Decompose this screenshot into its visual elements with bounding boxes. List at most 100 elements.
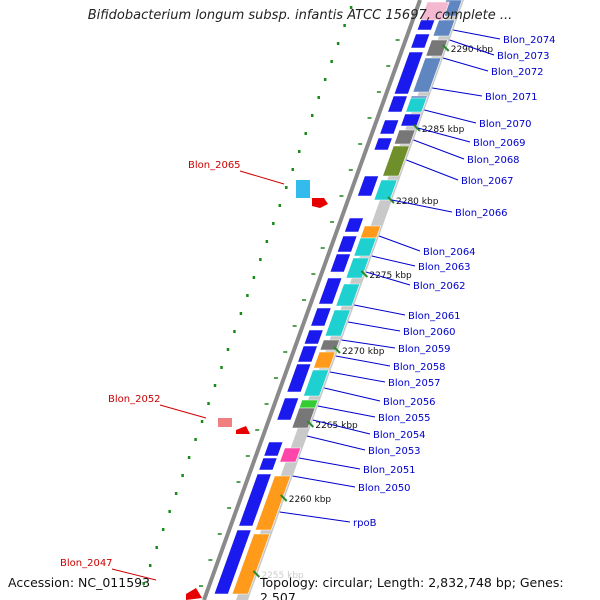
gene-block (405, 97, 428, 113)
label-leader-line (413, 139, 465, 160)
gc-dot (148, 564, 152, 567)
scale-ticks: 2290 kbp 2285 kbp 2280 kbp 2275 kbp 2270 kbp… (199, 39, 493, 587)
label-leader-line (453, 29, 501, 40)
label-leader-line (341, 339, 396, 349)
gene-block (393, 51, 424, 95)
label-leader-line (159, 404, 207, 419)
gc-dot (317, 96, 320, 99)
gene-block (425, 39, 449, 57)
gene-label-left: Blon_2047 (60, 558, 113, 569)
gene-block (420, 1, 450, 21)
scale-tick-label: 2285 kbp (422, 125, 465, 135)
gene-label: Blon_2071 (485, 92, 538, 103)
label-leader-line (279, 511, 351, 523)
gene-block (344, 217, 364, 233)
label-leader-line (365, 271, 411, 286)
gc-dot (330, 60, 333, 63)
genome-stats-text: Topology: circular; Length: 2,832,748 bp… (260, 575, 564, 600)
scale-tick (333, 346, 341, 354)
gc-dot (304, 132, 307, 135)
scale-tick (442, 44, 450, 52)
gene-label: Blon_2070 (479, 119, 532, 130)
gene-label: Blon_2059 (398, 344, 451, 355)
label-leader-line (335, 355, 391, 367)
gc-dot (226, 348, 230, 351)
gene-label: Blon_2067 (461, 176, 514, 187)
gc-dot (194, 438, 197, 441)
label-leader-line (391, 199, 453, 213)
gene-label: Blon_2062 (413, 281, 466, 292)
gc-dot (259, 258, 262, 261)
gene-block (373, 179, 398, 201)
gene-block (382, 145, 410, 177)
scale-tick-label: 2275 kbp (369, 271, 412, 281)
scale-tick (387, 196, 395, 204)
gene-block (254, 475, 292, 531)
gene-block (313, 351, 336, 369)
scale-tick-label: 2280 kbp (396, 197, 439, 207)
genome-backbone (202, 0, 422, 600)
gc-dot (142, 582, 145, 585)
gene-block (432, 19, 456, 37)
gene-block (324, 309, 351, 337)
left-track-genes (186, 180, 328, 600)
gc-dot (336, 42, 340, 45)
label-leader-line (424, 109, 477, 124)
gene-block (298, 399, 319, 409)
left-gene-block (236, 426, 250, 434)
label-leader-line (299, 457, 361, 470)
gene-block (379, 119, 400, 135)
gc-dot (220, 366, 223, 369)
gene-label: Blon_2055 (378, 413, 431, 424)
gene-block (213, 529, 252, 595)
gene-label: Blon_2051 (363, 465, 416, 476)
gene-block (353, 237, 377, 257)
gene-label: Blon_2063 (418, 262, 471, 273)
gc-dot (168, 510, 171, 513)
gc-dot (278, 204, 282, 207)
gene-label: Blon_2060 (403, 327, 456, 338)
scale-tick (413, 124, 421, 132)
gene-block (263, 441, 284, 457)
gc-dot (246, 294, 249, 297)
left-gene-block (218, 418, 232, 427)
gc-dot (265, 240, 269, 243)
gene-block (357, 175, 380, 197)
left-gene-block (186, 588, 202, 600)
scale-tick (280, 494, 288, 502)
gc-dot (323, 78, 327, 81)
gene-block (279, 447, 302, 463)
map-title: Bifidobacterium longum subsp. infantis A… (87, 8, 513, 23)
gc-dot (239, 312, 243, 315)
left-gene-block (312, 198, 328, 208)
label-leader-line (378, 235, 421, 252)
gc-dot (207, 402, 210, 405)
label-leader-line (292, 475, 356, 488)
gene-block (410, 33, 431, 49)
gene-block (387, 95, 408, 113)
scale-tick (360, 270, 369, 278)
gc-dot (187, 456, 191, 459)
gene-block (258, 457, 278, 471)
right-label-leaders: Blon_2074 Blon_2073 Blon_2072 Blon_2071 Blon… (279, 29, 556, 529)
label-leader-line (449, 39, 495, 56)
gc-dot (174, 492, 178, 495)
scale-tick (306, 420, 315, 428)
label-leader-line (317, 405, 376, 418)
label-leader-line (347, 321, 401, 332)
gene-label: Blon_2073 (497, 51, 550, 62)
gc-dot (252, 276, 256, 279)
label-leader-line (329, 371, 386, 383)
gene-label: Blon_2056 (383, 397, 436, 408)
gc-dot (310, 114, 314, 117)
label-leader-line (312, 419, 371, 435)
gene-label: Blon_2066 (455, 208, 508, 219)
gc-dot (272, 222, 275, 225)
gene-block (286, 363, 312, 393)
gc-dot (213, 384, 217, 387)
gene-label: Blon_2053 (368, 446, 421, 457)
gc-dot (233, 330, 236, 333)
left-label-leaders: Blon_2065 Blon_2052 Blon_2047 (60, 160, 285, 581)
